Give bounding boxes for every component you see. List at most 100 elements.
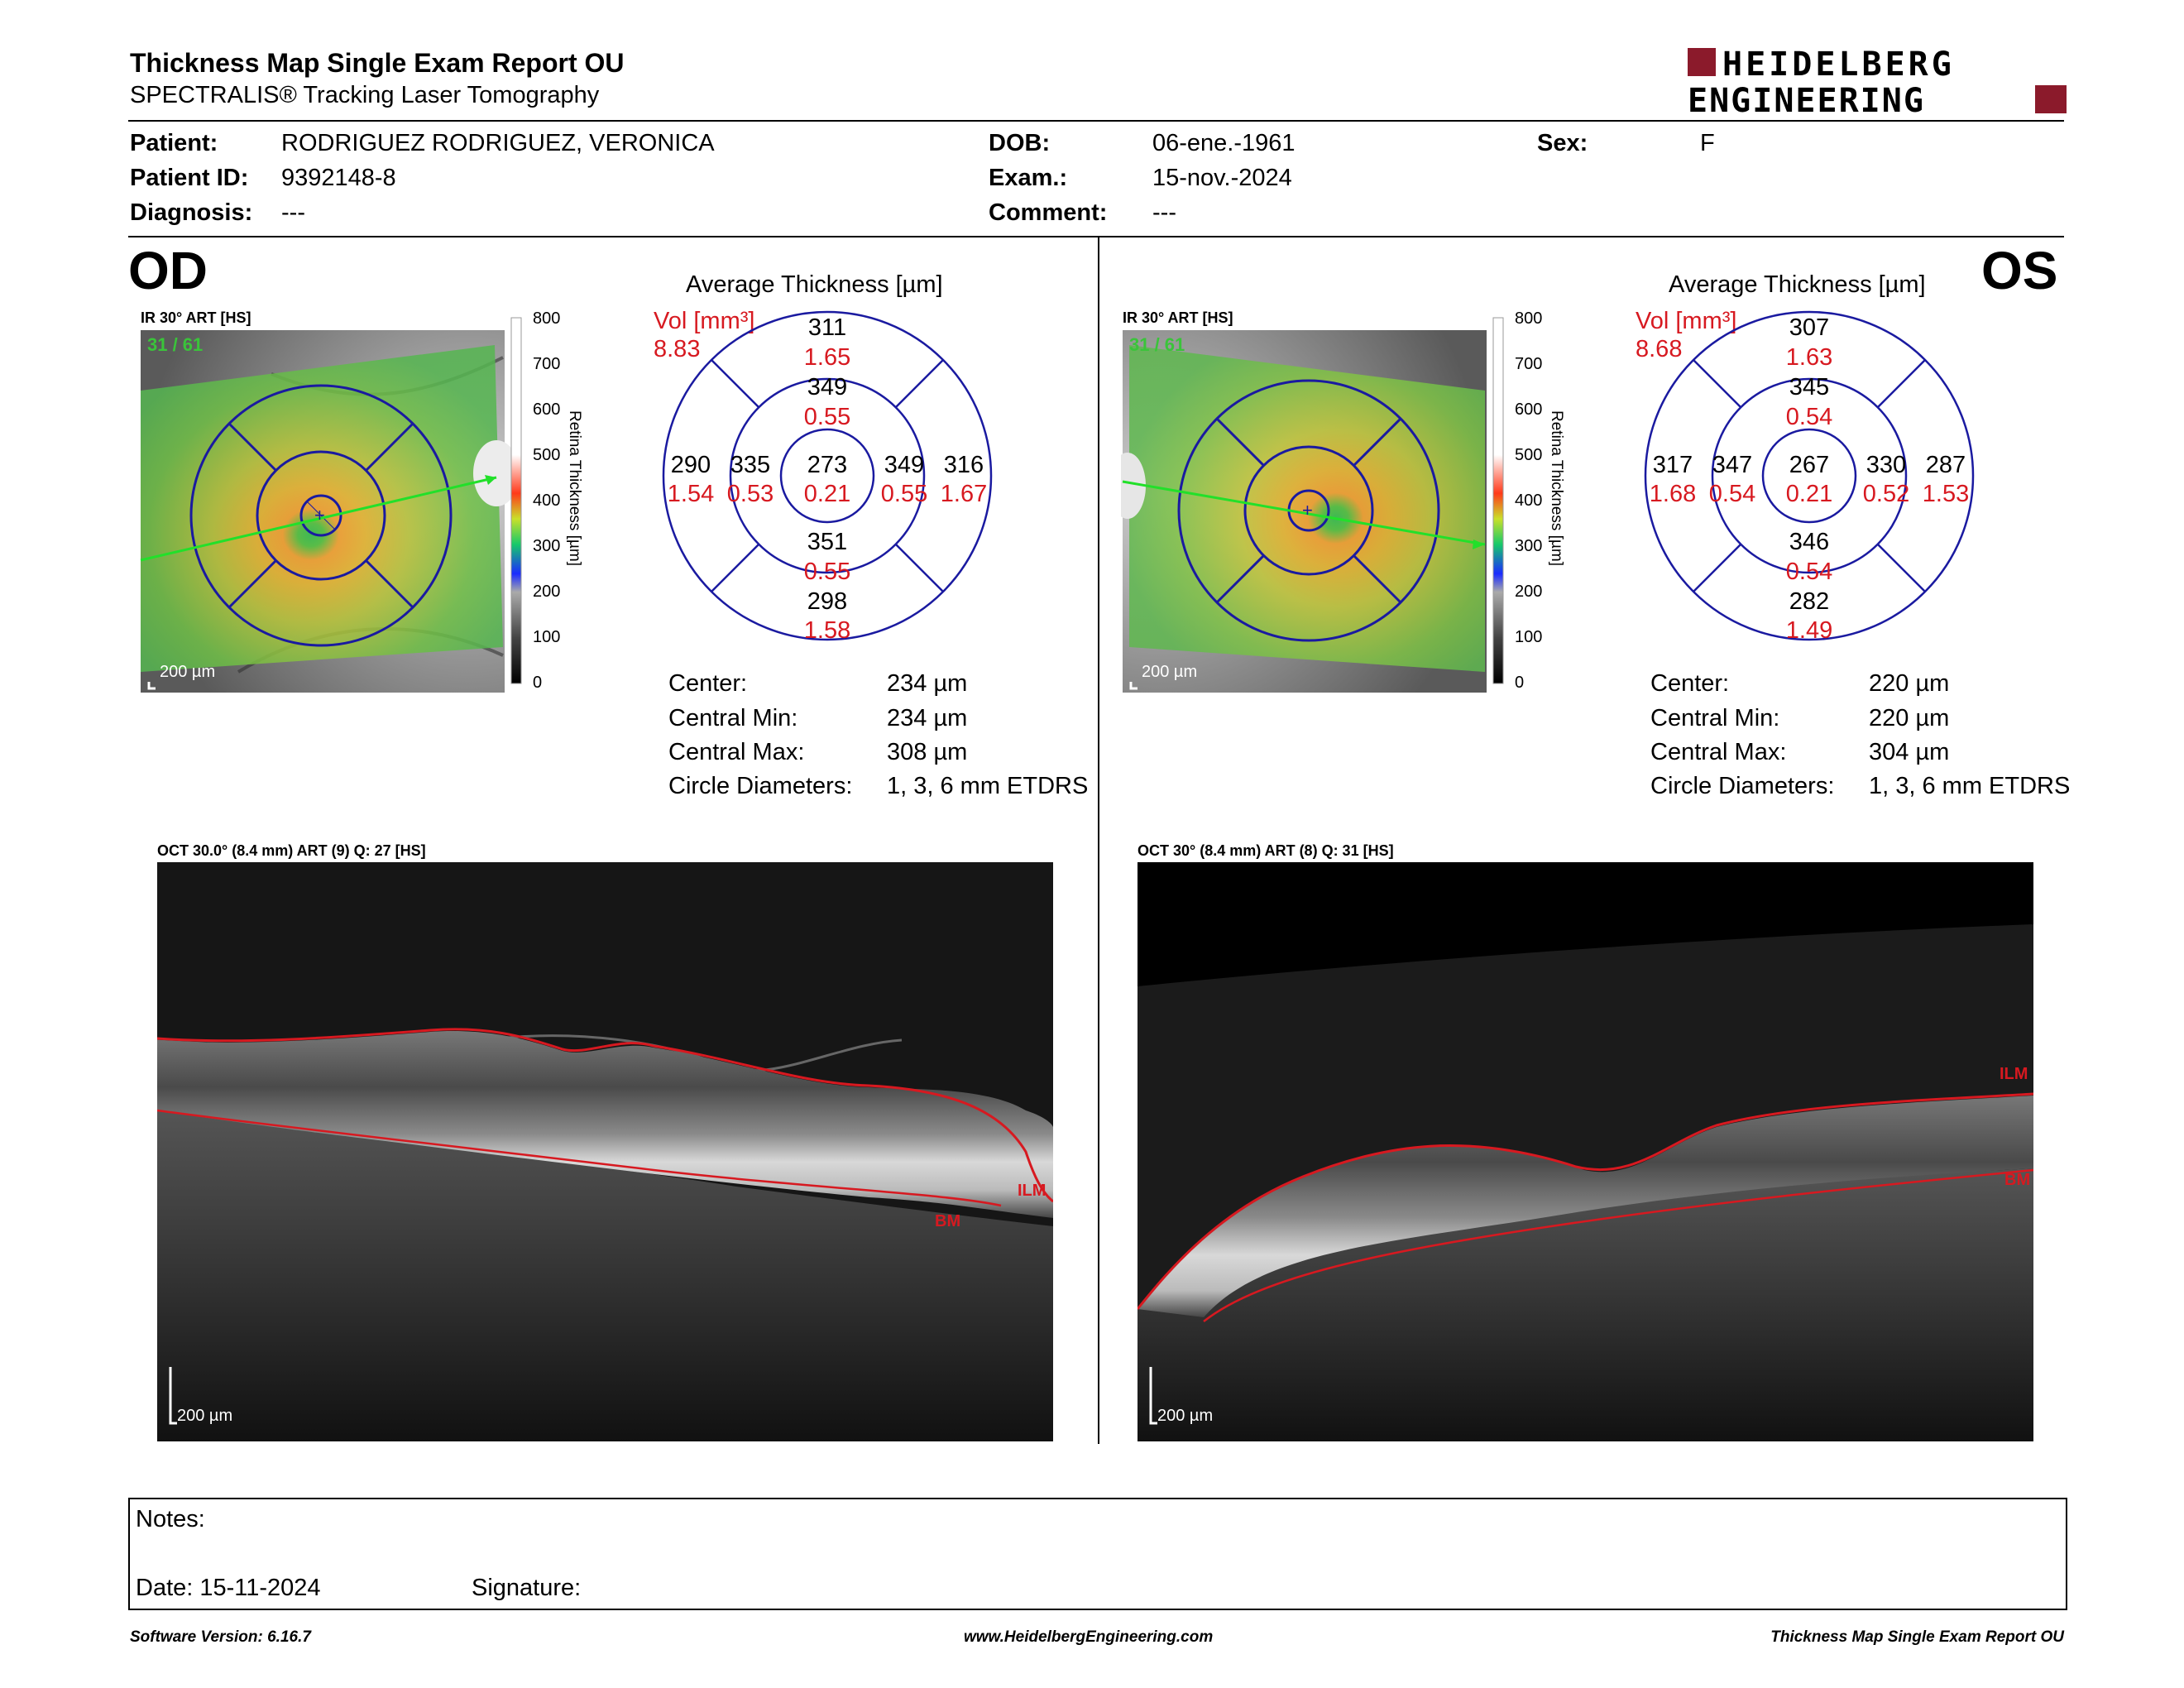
svg-text:0: 0 xyxy=(533,674,542,692)
dob: 06-ene.-1961 xyxy=(1152,130,1296,156)
footer-report-name: Thickness Map Single Exam Report OU xyxy=(1770,1628,2064,1646)
od-inner-top-volume: 0.55 xyxy=(804,404,850,430)
os-colorbar-ticks: 800 700 600 500 400 300 200 100 0 xyxy=(1515,309,1542,692)
svg-text:100: 100 xyxy=(1515,628,1542,646)
os-stat-center-value: 220 µm xyxy=(1869,670,1950,697)
od-outer-right-volume: 1.67 xyxy=(941,481,987,507)
od-inner-left-thickness: 335 xyxy=(730,452,770,478)
od-bm-label: BM xyxy=(935,1212,960,1230)
eye-label-od: OD xyxy=(128,241,208,300)
os-bm-label: BM xyxy=(2004,1171,2030,1189)
os-oct-label: OCT 30° (8.4 mm) ART (8) Q: 31 [HS] xyxy=(1138,842,1394,859)
os-etdrs-chart: 307 1.63 345 0.54 267 0.21 346 0.54 282 … xyxy=(1644,310,1975,644)
os-avg-title: Average Thickness [µm] xyxy=(1669,271,1926,298)
od-stat-max-value: 308 µm xyxy=(887,739,968,765)
sex: F xyxy=(1700,130,1715,156)
comment: --- xyxy=(1152,199,1176,226)
od-outer-bottom-thickness: 298 xyxy=(807,588,847,615)
od-inner-top-thickness: 349 xyxy=(807,374,847,400)
os-ir-label: IR 30° ART [HS] xyxy=(1123,309,1233,326)
patient-id-label: Patient ID: xyxy=(130,165,249,191)
od-stat-min-value: 234 µm xyxy=(887,705,968,731)
date-label: Date: 15-11-2024 xyxy=(136,1575,321,1601)
od-fundus-panel: IR 30° ART [HS] 31 / 61 + 200 µm 800 700 xyxy=(140,309,583,693)
od-outer-left-thickness: 290 xyxy=(671,452,711,478)
signature-label: Signature: xyxy=(472,1575,582,1601)
od-inner-right-thickness: 349 xyxy=(884,452,924,478)
os-frames: 31 / 61 xyxy=(1129,334,1185,355)
od-outer-top-volume: 1.65 xyxy=(804,344,850,371)
notes-label: Notes: xyxy=(136,1506,205,1532)
od-outer-right-thickness: 316 xyxy=(944,452,984,478)
svg-text:800: 800 xyxy=(1515,309,1542,328)
comment-label: Comment: xyxy=(989,199,1108,226)
os-outer-left-volume: 1.68 xyxy=(1650,481,1696,507)
od-stat-diam-label: Circle Diameters: xyxy=(668,773,853,799)
os-stat-diam-value: 1, 3, 6 mm ETDRS xyxy=(1869,773,2071,799)
os-stat-diam-label: Circle Diameters: xyxy=(1650,773,1835,799)
report-subtitle: SPECTRALIS® Tracking Laser Tomography xyxy=(130,82,600,108)
svg-text:700: 700 xyxy=(1515,355,1542,373)
svg-text:600: 600 xyxy=(1515,400,1542,419)
diagnosis-label: Diagnosis: xyxy=(130,199,253,226)
od-colorbar-title: Retina Thickness [µm] xyxy=(566,410,583,566)
svg-text:+: + xyxy=(1302,500,1313,520)
software-version: Software Version: 6.16.7 xyxy=(130,1628,311,1646)
os-outer-bottom-thickness: 282 xyxy=(1789,588,1829,615)
od-map-scale: 200 µm xyxy=(160,663,215,681)
od-stat-center-value: 234 µm xyxy=(887,670,968,697)
os-ilm-line xyxy=(1138,1092,2033,1310)
svg-text:400: 400 xyxy=(1515,492,1542,510)
eye-separator xyxy=(1098,237,1099,1444)
os-inner-top-thickness: 345 xyxy=(1789,374,1829,400)
notes-box[interactable] xyxy=(128,1498,2067,1610)
patient-id: 9392148-8 xyxy=(281,165,396,191)
os-stat-center-label: Center: xyxy=(1650,670,1730,697)
od-stat-min-label: Central Min: xyxy=(668,705,798,731)
svg-text:0: 0 xyxy=(1515,674,1524,692)
svg-text:300: 300 xyxy=(1515,537,1542,555)
header-rule xyxy=(128,120,2064,122)
od-center-thickness: 273 xyxy=(807,452,847,478)
patient-name: RODRIGUEZ RODRIGUEZ, VERONICA xyxy=(281,130,715,156)
os-bm-line xyxy=(1203,1168,2033,1322)
os-stat-max-label: Central Max: xyxy=(1650,739,1787,765)
os-stat-min-value: 220 µm xyxy=(1869,705,1950,731)
dob-label: DOB: xyxy=(989,130,1051,156)
od-outer-left-volume: 1.54 xyxy=(668,481,714,507)
od-inner-bottom-volume: 0.55 xyxy=(804,559,850,585)
od-stat-max-label: Central Max: xyxy=(668,739,805,765)
od-oct-scan: ILM BM 200 µm xyxy=(157,862,1053,1441)
website[interactable]: www.HeidelbergEngineering.com xyxy=(964,1628,1214,1646)
os-ilm-label: ILM xyxy=(2000,1065,2028,1083)
os-outer-left-thickness: 317 xyxy=(1653,452,1693,478)
od-etdrs-grid-overlay xyxy=(189,384,453,647)
os-inner-left-volume: 0.54 xyxy=(1709,481,1755,507)
eye-label-os: OS xyxy=(1981,241,2058,300)
os-vol-label: Vol [mm³] xyxy=(1636,308,1737,334)
svg-text:500: 500 xyxy=(533,446,560,464)
svg-text:700: 700 xyxy=(533,355,560,373)
od-frames: 31 / 61 xyxy=(147,334,203,355)
od-outer-bottom-volume: 1.58 xyxy=(804,617,850,644)
os-oct-scale: 200 µm xyxy=(1157,1407,1213,1425)
os-center-volume: 0.21 xyxy=(1786,481,1832,507)
os-outer-right-thickness: 287 xyxy=(1926,452,1966,478)
sex-label: Sex: xyxy=(1537,130,1588,156)
os-outer-right-volume: 1.53 xyxy=(1923,481,1969,507)
od-avg-title: Average Thickness [µm] xyxy=(686,271,943,298)
od-oct-label: OCT 30.0° (8.4 mm) ART (9) Q: 27 [HS] xyxy=(157,842,426,859)
od-inner-right-volume: 0.55 xyxy=(881,481,927,507)
svg-text:800: 800 xyxy=(533,309,560,328)
od-outer-top-thickness: 311 xyxy=(808,314,846,341)
od-ilm-line xyxy=(157,1028,1053,1203)
os-oct-scan: ILM BM 200 µm xyxy=(1138,862,2033,1441)
svg-text:400: 400 xyxy=(533,492,560,510)
diagnosis: --- xyxy=(281,199,305,226)
od-bm-line xyxy=(157,1109,1002,1207)
od-oct-scale: 200 µm xyxy=(177,1407,232,1425)
svg-text:200: 200 xyxy=(1515,583,1542,601)
os-scan-line xyxy=(1122,480,1486,546)
os-inner-right-volume: 0.52 xyxy=(1863,481,1909,507)
os-vol-total: 8.68 xyxy=(1636,336,1683,362)
